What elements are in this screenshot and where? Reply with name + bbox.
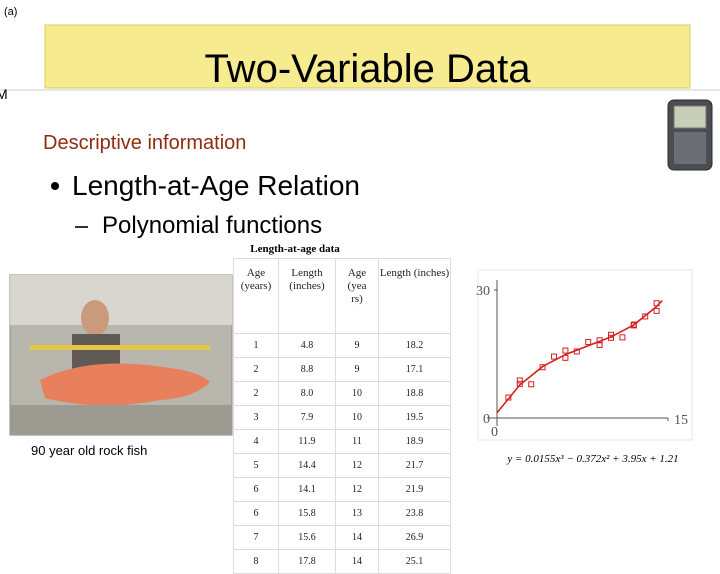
data-point xyxy=(539,364,546,371)
table-cell: 11 xyxy=(335,429,379,454)
data-point xyxy=(528,381,535,388)
table-row: 5 14.4 12 21.7 xyxy=(233,453,451,478)
table-cell: 6 xyxy=(233,501,279,526)
table-cell: 10 xyxy=(335,405,379,430)
data-point xyxy=(653,307,660,314)
table-cell: 21.7 xyxy=(378,453,451,478)
table-cell: 14.1 xyxy=(278,477,336,502)
table-cell: 8.8 xyxy=(278,357,336,382)
table-cell: 8.0 xyxy=(278,381,336,406)
table-cell: 9 xyxy=(335,357,379,382)
x-tick-label: 0 xyxy=(491,425,498,440)
table-row: 2 8.0 10 18.8 xyxy=(233,381,451,406)
table-cell: 12 xyxy=(335,477,379,502)
fit-curve xyxy=(496,299,663,414)
table-cell: 13 xyxy=(335,501,379,526)
table-header: Age (years) xyxy=(335,258,379,334)
data-table: Age (years) Length (inches) Age (years) Len… xyxy=(233,258,451,574)
table-header: Length (inches) xyxy=(378,258,451,334)
table-row: 4 11.9 11 18.9 xyxy=(233,429,451,454)
table-cell: 4 xyxy=(233,429,279,454)
table-row: 3 7.9 10 19.5 xyxy=(233,405,451,430)
table-cell: 26.9 xyxy=(378,525,451,550)
photo-caption: 90 year old rock fish xyxy=(31,443,148,458)
y-tick-label: 30 xyxy=(476,284,490,299)
edge-letter: M xyxy=(0,86,8,102)
table-cell: 9 xyxy=(335,333,379,358)
table-cell: 10 xyxy=(335,381,379,406)
bullet-marker xyxy=(51,182,59,190)
table-row: 8 17.8 14 25.1 xyxy=(233,549,451,574)
table-cell: 18.9 xyxy=(378,429,451,454)
table-caption: Length-at-age data xyxy=(250,243,340,255)
table-cell: 14 xyxy=(335,525,379,550)
table-cell: 17.8 xyxy=(278,549,336,574)
sub-bullet-text: Polynomial functions xyxy=(102,212,323,239)
slide-graphics: 0 15 0 30 xyxy=(0,24,720,441)
fit-equation: y = 0.0155x³ − 0.372x² + 3.95x + 1.21 xyxy=(507,453,679,465)
table-cell: 17.1 xyxy=(378,357,451,382)
table-cell: 18.2 xyxy=(378,333,451,358)
table-cell: 23.8 xyxy=(378,501,451,526)
table-cell: 3 xyxy=(233,405,279,430)
data-point xyxy=(585,339,592,346)
table-row: 1 4.8 9 18.2 xyxy=(233,333,451,358)
table-cell: 25.1 xyxy=(378,549,451,574)
table-cell: 2 xyxy=(233,381,279,406)
data-point xyxy=(642,313,649,320)
plot-image xyxy=(477,269,693,441)
table-header-row: Age (years) Length (inches) Age (years) Len… xyxy=(233,258,451,334)
table-header: Age (years) xyxy=(233,258,279,334)
table-cell: 14 xyxy=(335,549,379,574)
calculator-icon xyxy=(667,99,713,171)
data-point xyxy=(596,342,603,349)
subtitle: Descriptive information xyxy=(43,132,247,154)
table-row: 2 8.8 9 17.1 xyxy=(233,357,451,382)
table-header: Length (inches) xyxy=(278,258,336,334)
table-cell: 4.8 xyxy=(278,333,336,358)
table-cell: 12 xyxy=(335,453,379,478)
photo xyxy=(9,274,233,436)
bullet-text: Length-at-Age Relation xyxy=(72,170,360,201)
table-cell: 7.9 xyxy=(278,405,336,430)
table-cell: 19.5 xyxy=(378,405,451,430)
table-cell: 11.9 xyxy=(278,429,336,454)
table-row: 7 15.6 14 26.9 xyxy=(233,525,451,550)
slide: 0 15 0 30 (a) M Two-Variable Data Descripti… xyxy=(0,6,720,574)
x-tick-label: 15 xyxy=(674,413,688,428)
table-row: 6 14.1 12 21.9 xyxy=(233,477,451,502)
table-cell: 15.8 xyxy=(278,501,336,526)
table-row: 6 15.8 13 23.8 xyxy=(233,501,451,526)
title-box xyxy=(44,24,691,89)
slide-title: Two-Variable Data xyxy=(204,47,531,91)
table-cell: 2 xyxy=(233,357,279,382)
y-tick-label: 0 xyxy=(483,412,490,427)
data-point xyxy=(551,353,557,360)
data-point xyxy=(516,377,523,384)
table-cell: 18.8 xyxy=(378,381,451,406)
table-cell: 1 xyxy=(233,333,279,358)
table-cell: 6 xyxy=(233,477,279,502)
data-point xyxy=(562,347,569,354)
slide-label: (a) xyxy=(4,6,18,18)
data-point xyxy=(630,321,637,328)
table-cell: 21.9 xyxy=(378,477,451,502)
table-cell: 8 xyxy=(233,549,279,574)
table-cell: 7 xyxy=(233,525,279,550)
table-cell: 5 xyxy=(233,453,279,478)
data-point xyxy=(619,334,626,341)
table-cell: 15.6 xyxy=(278,525,336,550)
table-cell: 14.4 xyxy=(278,453,336,478)
